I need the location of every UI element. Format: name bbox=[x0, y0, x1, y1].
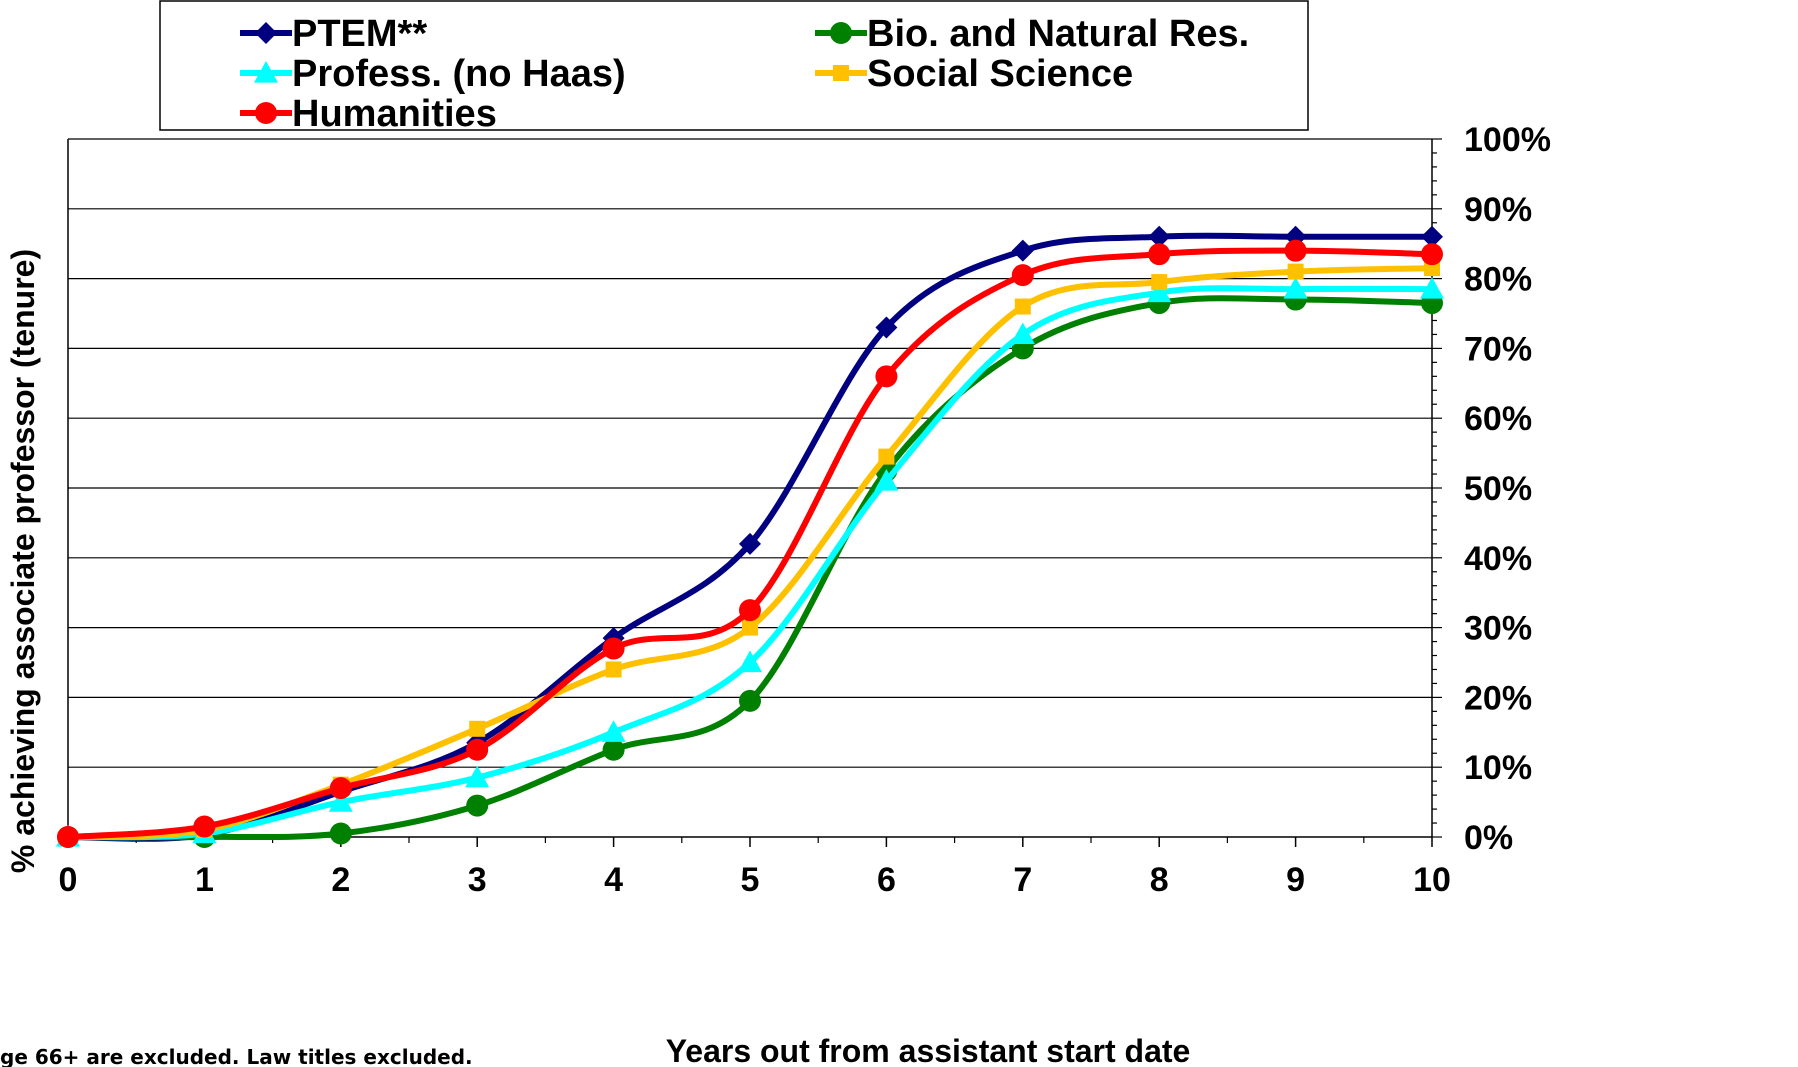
data-point bbox=[739, 689, 761, 712]
data-point bbox=[329, 777, 352, 800]
data-point bbox=[328, 790, 353, 812]
data-point bbox=[605, 661, 622, 678]
data-point bbox=[1421, 243, 1443, 266]
legend-entry: PTEM** bbox=[240, 13, 427, 55]
data-point bbox=[1283, 277, 1308, 299]
y-tick-label: 20% bbox=[1464, 679, 1532, 717]
data-point bbox=[1287, 263, 1304, 280]
y-tick-label: 50% bbox=[1464, 470, 1532, 508]
data-point bbox=[1011, 264, 1034, 287]
footnote: ge 66+ are excluded. Law titles excluded… bbox=[0, 1045, 473, 1067]
gridlines bbox=[68, 138, 1432, 768]
legend-marker bbox=[830, 22, 852, 44]
data-point bbox=[465, 765, 490, 788]
legend-label: PTEM** bbox=[292, 13, 427, 55]
y-axis-title: % achieving associate professor (tenure) bbox=[5, 249, 41, 873]
legend: PTEM** Bio. and Natural Res. Profess. (no … bbox=[159, 0, 1309, 135]
x-axis-title: Years out from assistant start date bbox=[666, 1033, 1191, 1067]
series-group bbox=[57, 225, 1443, 848]
x-tick-label: 4 bbox=[604, 861, 623, 899]
x-tick-label: 1 bbox=[195, 861, 214, 899]
axis-labels: % achieving associate professor (tenure)… bbox=[0, 249, 1190, 1067]
legend-entry: Profess. (no Haas) bbox=[240, 53, 626, 95]
legend-entry: Bio. and Natural Res. bbox=[815, 13, 1249, 55]
data-point bbox=[193, 815, 216, 838]
data-point bbox=[739, 532, 761, 555]
data-point bbox=[1284, 239, 1307, 262]
data-point bbox=[1421, 225, 1443, 248]
x-tick-label: 0 bbox=[59, 861, 78, 899]
series-line bbox=[67, 295, 1433, 841]
legend-box bbox=[159, 0, 1309, 131]
data-point bbox=[1420, 277, 1444, 299]
data-point bbox=[1011, 239, 1034, 262]
data-point bbox=[875, 316, 898, 339]
data-point bbox=[739, 599, 761, 622]
legend-marker bbox=[254, 61, 278, 83]
data-point bbox=[466, 794, 489, 817]
data-point bbox=[1148, 225, 1171, 248]
legend-label: Bio. and Natural Res. bbox=[867, 13, 1249, 55]
legend-label: Profess. (no Haas) bbox=[292, 53, 626, 95]
data-point bbox=[602, 738, 625, 761]
legend-label: Social Science bbox=[867, 53, 1133, 95]
y-tick-label: 30% bbox=[1464, 610, 1532, 648]
data-point bbox=[1147, 280, 1172, 303]
x-tick-label: 9 bbox=[1286, 861, 1305, 899]
data-point bbox=[1014, 298, 1031, 315]
series-group bbox=[57, 239, 1443, 848]
legend-label: Humanities bbox=[292, 93, 497, 135]
data-series bbox=[56, 225, 1444, 848]
series-line bbox=[67, 285, 1433, 841]
data-point bbox=[1151, 274, 1168, 291]
series-group bbox=[57, 288, 1443, 848]
x-tick-label: 6 bbox=[877, 861, 896, 899]
data-point bbox=[738, 650, 762, 673]
x-tick-label: 7 bbox=[1013, 861, 1032, 899]
x-tick-label: 5 bbox=[741, 861, 760, 899]
legend-marker bbox=[833, 65, 849, 81]
y-tick-label: 40% bbox=[1464, 540, 1532, 578]
y-tick-label: 70% bbox=[1464, 330, 1532, 368]
x-tick-label: 10 bbox=[1413, 861, 1451, 899]
data-point bbox=[602, 637, 625, 660]
data-point bbox=[1148, 243, 1171, 266]
data-point bbox=[875, 365, 898, 388]
x-tick-label: 8 bbox=[1150, 861, 1169, 899]
y-tick-label: 80% bbox=[1464, 261, 1532, 299]
series-group bbox=[56, 277, 1444, 847]
data-point bbox=[878, 448, 895, 465]
y-tick-label: 60% bbox=[1464, 400, 1532, 438]
data-point bbox=[466, 738, 489, 761]
legend-marker bbox=[255, 102, 277, 124]
legend-marker bbox=[255, 22, 277, 44]
y-tick-label: 90% bbox=[1464, 191, 1532, 229]
data-point bbox=[329, 822, 352, 845]
data-point bbox=[1010, 322, 1035, 345]
data-point bbox=[742, 619, 758, 636]
y-tick-label: 0% bbox=[1464, 819, 1513, 857]
axes: 0 1 2 3 4 5 6 7 8 9 100%10%20%30%40%50%60%70%80%90… bbox=[59, 121, 1551, 899]
x-tick-label: 2 bbox=[331, 861, 350, 899]
data-point bbox=[601, 720, 626, 742]
legend-entry: Humanities bbox=[240, 93, 497, 135]
data-point bbox=[874, 469, 899, 491]
data-point bbox=[469, 720, 486, 737]
legend-entry: Social Science bbox=[815, 53, 1133, 95]
y-tick-label: 10% bbox=[1464, 749, 1532, 787]
y-tick-label: 100% bbox=[1464, 121, 1551, 159]
x-tick-label: 3 bbox=[468, 861, 487, 899]
data-point bbox=[57, 826, 79, 848]
